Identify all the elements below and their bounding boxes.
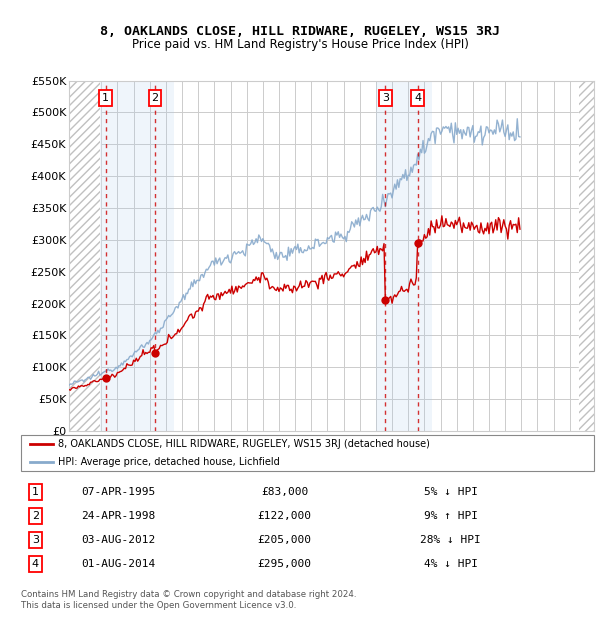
Text: Price paid vs. HM Land Registry's House Price Index (HPI): Price paid vs. HM Land Registry's House … (131, 38, 469, 51)
Bar (69, 81, 100, 431)
Bar (580, 81, 594, 431)
Bar (580, 81, 594, 431)
Text: £122,000: £122,000 (257, 511, 311, 521)
Text: 1: 1 (102, 93, 109, 103)
Text: 3: 3 (382, 93, 389, 103)
Text: 07-APR-1995: 07-APR-1995 (81, 487, 155, 497)
Text: 1: 1 (32, 487, 39, 497)
Text: £205,000: £205,000 (257, 535, 311, 545)
Text: 2: 2 (32, 511, 39, 521)
Text: 8, OAKLANDS CLOSE, HILL RIDWARE, RUGELEY, WS15 3RJ: 8, OAKLANDS CLOSE, HILL RIDWARE, RUGELEY… (100, 25, 500, 38)
Text: 4: 4 (32, 559, 39, 569)
Text: 4: 4 (414, 93, 421, 103)
Bar (376, 81, 433, 431)
Text: 28% ↓ HPI: 28% ↓ HPI (421, 535, 481, 545)
Bar (69, 81, 100, 431)
Text: 03-AUG-2012: 03-AUG-2012 (81, 535, 155, 545)
Text: 8, OAKLANDS CLOSE, HILL RIDWARE, RUGELEY, WS15 3RJ (detached house): 8, OAKLANDS CLOSE, HILL RIDWARE, RUGELEY… (58, 439, 430, 450)
Text: 9% ↑ HPI: 9% ↑ HPI (424, 511, 478, 521)
FancyBboxPatch shape (21, 435, 594, 471)
Text: 3: 3 (32, 535, 39, 545)
Bar (100, 81, 174, 431)
Text: 24-APR-1998: 24-APR-1998 (81, 511, 155, 521)
Text: £295,000: £295,000 (257, 559, 311, 569)
Text: This data is licensed under the Open Government Licence v3.0.: This data is licensed under the Open Gov… (21, 601, 296, 611)
Text: 4% ↓ HPI: 4% ↓ HPI (424, 559, 478, 569)
Text: Contains HM Land Registry data © Crown copyright and database right 2024.: Contains HM Land Registry data © Crown c… (21, 590, 356, 600)
Text: HPI: Average price, detached house, Lichfield: HPI: Average price, detached house, Lich… (58, 457, 280, 467)
Text: 5% ↓ HPI: 5% ↓ HPI (424, 487, 478, 497)
Text: 01-AUG-2014: 01-AUG-2014 (81, 559, 155, 569)
Text: 2: 2 (151, 93, 158, 103)
Text: £83,000: £83,000 (261, 487, 308, 497)
